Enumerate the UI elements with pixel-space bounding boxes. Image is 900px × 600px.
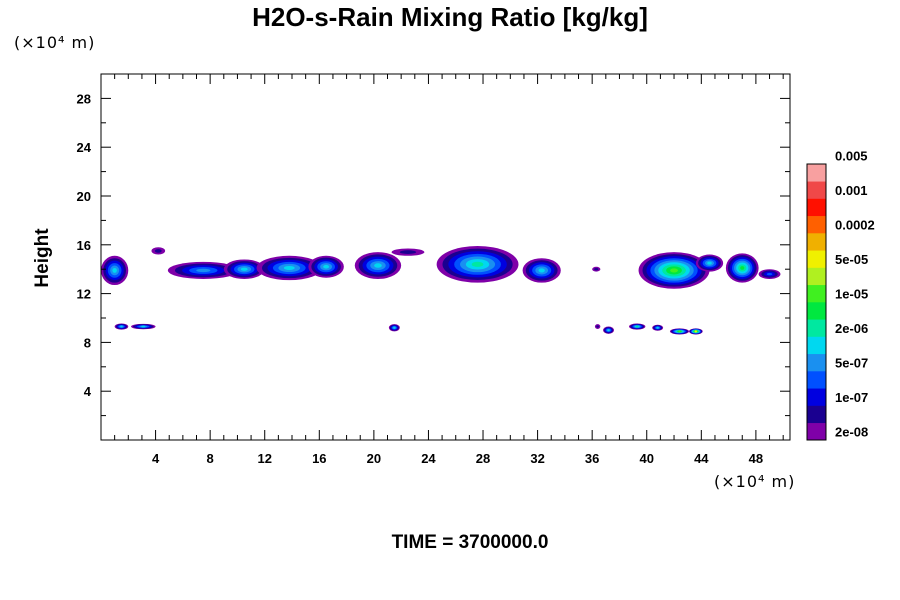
rain-region-8 xyxy=(436,246,519,283)
rain-region-20 xyxy=(629,323,646,330)
rain-region-17 xyxy=(388,324,400,332)
y-tick-label: 28 xyxy=(77,91,91,106)
x-tick-label: 4 xyxy=(152,451,160,466)
colorbar-label: 0.001 xyxy=(835,183,868,198)
x-tick-label: 16 xyxy=(312,451,326,466)
rain-region-15 xyxy=(114,323,129,330)
y-tick-label: 8 xyxy=(84,335,91,350)
x-tick-label: 24 xyxy=(421,451,436,466)
x-tick-label: 36 xyxy=(585,451,599,466)
rain-region-23 xyxy=(689,328,703,335)
x-tick-label: 32 xyxy=(530,451,544,466)
y-tick-label: 24 xyxy=(77,140,92,155)
colorbar-label: 5e-07 xyxy=(835,355,868,370)
chart-title: H2O-s-Rain Mixing Ratio [kg/kg] xyxy=(252,2,648,32)
rain-region-10 xyxy=(592,266,601,272)
rain-region-3 xyxy=(223,259,265,279)
colorbar-swatch xyxy=(807,336,826,355)
y-tick-label: 4 xyxy=(84,384,92,399)
x-tick-label: 20 xyxy=(367,451,381,466)
rain-region-11 xyxy=(638,252,710,289)
rain-region-1 xyxy=(151,247,166,255)
rain-region-7 xyxy=(391,248,425,256)
colorbar-swatch xyxy=(807,250,826,268)
x-tick-label: 28 xyxy=(476,451,490,466)
x-tick-label: 12 xyxy=(257,451,271,466)
x-tick-label: 48 xyxy=(749,451,763,466)
colorbar-swatch xyxy=(807,181,826,199)
rain-region-22 xyxy=(669,328,690,335)
colorbar-label: 1e-05 xyxy=(835,286,868,301)
y-tick-label: 16 xyxy=(77,238,91,253)
y-axis-unit: (×10⁴ m) xyxy=(14,33,96,52)
colorbar-swatch xyxy=(807,405,826,424)
colorbar-swatch xyxy=(807,215,826,234)
colorbar-swatch xyxy=(807,422,826,441)
colorbar-label: 0.0002 xyxy=(835,217,875,232)
time-footer: TIME = 3700000.0 xyxy=(391,532,549,553)
colorbar-swatch xyxy=(807,371,826,389)
rain-region-19 xyxy=(603,326,614,334)
colorbar-label: 2e-06 xyxy=(835,321,868,336)
rain-region-14 xyxy=(758,269,781,279)
colorbar-label: 0.005 xyxy=(835,148,868,163)
x-axis-unit: (×10⁴ m) xyxy=(714,472,796,491)
colorbar-swatch xyxy=(807,233,826,251)
plot-frame xyxy=(100,73,791,441)
colorbar-label: 2e-08 xyxy=(835,424,868,439)
rain-region-2 xyxy=(167,261,239,279)
x-axis: 4 8 12 16 20 24 28 32 36 40 44 48 xyxy=(114,74,784,466)
rain-region-21 xyxy=(652,324,664,331)
colorbar-swatch xyxy=(807,198,826,217)
rain-region-4 xyxy=(256,255,323,281)
rain-region-12 xyxy=(695,254,724,272)
rain-region-13 xyxy=(725,253,759,283)
rain-region-6 xyxy=(354,252,402,279)
colorbar-label: 5e-05 xyxy=(835,252,868,267)
rain-region-0 xyxy=(101,255,129,286)
colorbar-swatch xyxy=(807,353,826,372)
colorbar-swatch xyxy=(807,267,826,286)
plot-data-layer xyxy=(101,246,781,335)
colorbar-swatch xyxy=(807,302,826,320)
y-tick-label: 12 xyxy=(77,287,91,302)
rain-region-5 xyxy=(308,255,344,278)
y-tick-label: 20 xyxy=(77,189,91,204)
colorbar-swatch xyxy=(807,164,826,182)
colorbar-swatch xyxy=(807,388,826,406)
rain-region-18 xyxy=(594,324,601,329)
y-axis: 4 8 12 16 20 24 28 xyxy=(77,73,790,417)
x-tick-label: 8 xyxy=(207,451,214,466)
colorbar-label: 1e-07 xyxy=(835,390,868,405)
rain-region-9 xyxy=(522,258,561,283)
x-tick-label: 40 xyxy=(640,451,654,466)
colorbar: 2e-08 1e-07 5e-07 2e-06 1e-05 5e-05 0.0002 0.00… xyxy=(806,148,875,441)
colorbar-swatch xyxy=(807,319,826,337)
rain-region-16 xyxy=(131,323,156,330)
x-tick-label: 44 xyxy=(694,451,709,466)
colorbar-swatch xyxy=(807,284,826,303)
